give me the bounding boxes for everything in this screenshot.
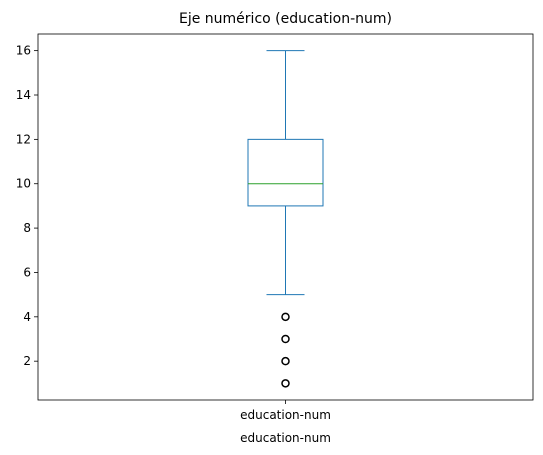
y-tick-label: 4	[23, 310, 31, 324]
y-tick-label: 10	[16, 177, 31, 191]
box-group	[247, 50, 324, 388]
y-axis: 2 4 6 8 10 12 14 16	[16, 44, 38, 368]
x-axis-label: education-num	[240, 431, 331, 445]
outlier-point	[281, 356, 290, 366]
interquartile-box	[247, 138, 324, 207]
x-axis: education-num	[240, 400, 331, 422]
outlier-point	[281, 312, 290, 322]
y-tick-label: 2	[23, 354, 31, 368]
outlier-point	[281, 334, 290, 344]
x-tick-label: education-num	[240, 408, 331, 422]
y-tick-label: 12	[16, 132, 31, 146]
y-tick-label: 6	[23, 265, 31, 279]
y-tick-label: 8	[23, 221, 31, 235]
chart-title: Eje numérico (education-num)	[179, 11, 392, 27]
y-tick-label: 16	[16, 44, 31, 58]
y-tick-label: 14	[16, 88, 31, 102]
box-plot-series	[247, 50, 324, 388]
outlier-point	[281, 379, 290, 388]
